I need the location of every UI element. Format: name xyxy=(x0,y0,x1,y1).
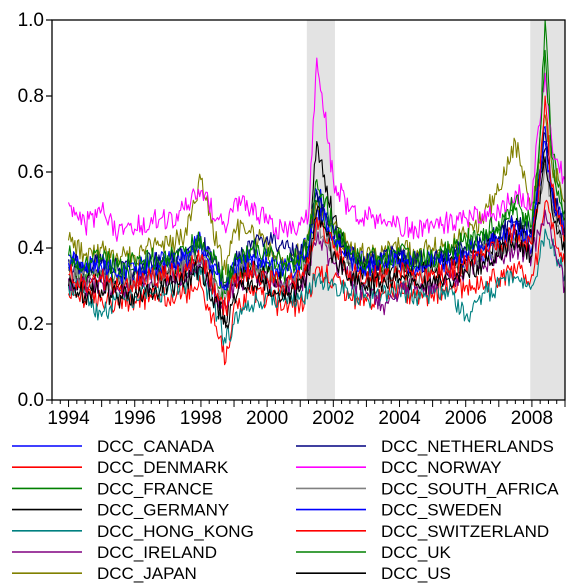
x-axis: 1994 1996 1998 2000 2002 2004 2006 2008 xyxy=(47,400,566,429)
y-tick-label: 0.8 xyxy=(18,86,44,107)
y-axis: 0.0 0.2 0.4 0.6 0.8 1.0 xyxy=(18,10,52,411)
legend: DCC_CANADA DCC_DENMARK DCC_FRANCE DCC_GERMA… xyxy=(12,437,559,583)
x-tick-label: 2000 xyxy=(246,408,288,429)
legend-label: DCC_SWEDEN xyxy=(381,501,502,520)
y-tick-label: 0.6 xyxy=(18,162,44,183)
series-line-dcc-norway xyxy=(67,57,566,242)
x-tick-label: 1998 xyxy=(180,408,222,429)
legend-label: DCC_JAPAN xyxy=(97,564,197,583)
x-tick-label: 2008 xyxy=(511,408,553,429)
x-tick-label: 1996 xyxy=(114,408,156,429)
series-line-dcc-us xyxy=(67,156,566,329)
legend-label: DCC_SWITZERLAND xyxy=(381,522,549,541)
series-line-dcc-ireland xyxy=(67,209,566,316)
series-line-dcc-netherlands xyxy=(67,131,566,288)
series-lines xyxy=(67,19,566,366)
legend-label: DCC_UK xyxy=(381,543,452,562)
legend-label: DCC_SOUTH_AFRICA xyxy=(381,479,559,498)
legend-label: DCC_DENMARK xyxy=(97,458,229,477)
legend-label: DCC_CANADA xyxy=(97,437,215,456)
y-tick-label: 1.0 xyxy=(18,10,44,31)
legend-label: DCC_US xyxy=(381,564,451,583)
x-tick-label: 2004 xyxy=(378,408,421,429)
legend-label: DCC_NORWAY xyxy=(381,458,502,477)
y-tick-label: 0.0 xyxy=(18,390,44,411)
x-tick-label: 1994 xyxy=(47,408,90,429)
x-tick-label: 2006 xyxy=(445,408,487,429)
y-tick-label: 0.4 xyxy=(18,238,45,259)
series-line-dcc-switzerland xyxy=(68,95,566,317)
legend-label: DCC_NETHERLANDS xyxy=(381,437,554,456)
series-line-dcc-denmark xyxy=(67,199,566,366)
y-tick-label: 0.2 xyxy=(18,314,44,335)
series-line-dcc-uk xyxy=(67,49,566,284)
legend-label: DCC_FRANCE xyxy=(97,479,213,498)
x-tick-label: 2002 xyxy=(312,408,354,429)
legend-label: DCC_GERMANY xyxy=(97,501,229,520)
legend-label: DCC_HONG_KONG xyxy=(97,522,254,541)
legend-label: DCC_IRELAND xyxy=(97,543,217,562)
